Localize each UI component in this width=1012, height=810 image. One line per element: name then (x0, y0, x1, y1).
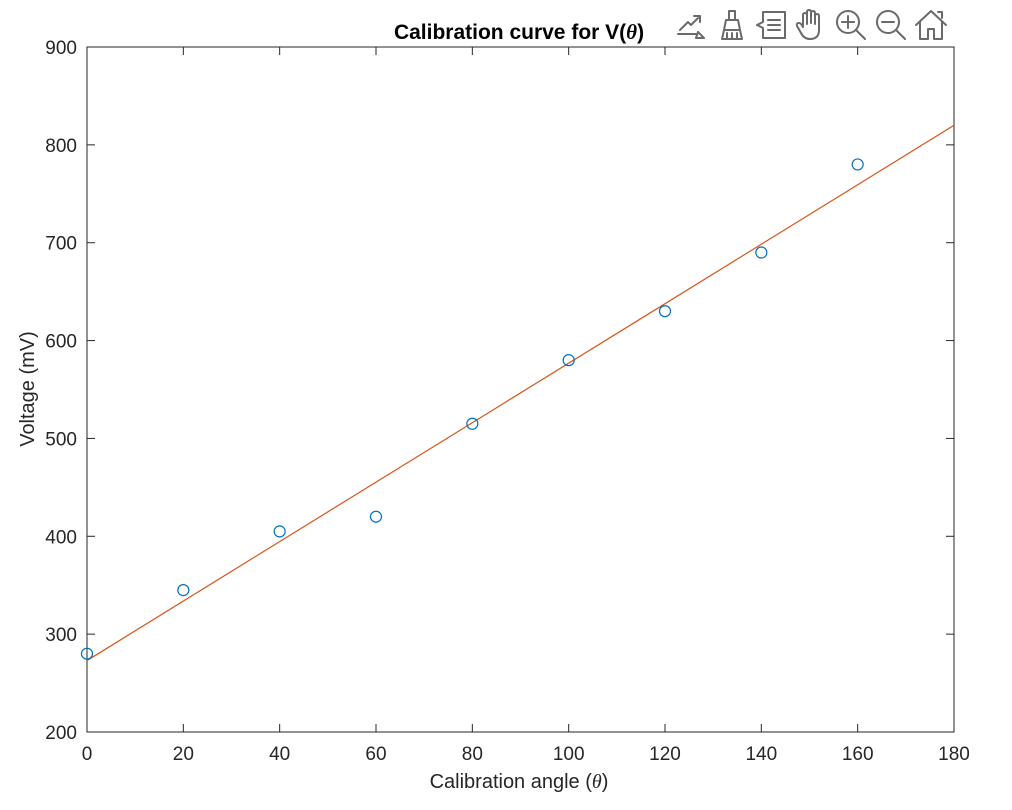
chart-title: Calibration curve for V(θ) (394, 20, 644, 44)
x-axis: 0 20 40 60 80 100 120 140 160 180 (82, 47, 970, 765)
brush-button[interactable] (712, 6, 750, 44)
y-axis: 200 300 400 500 600 700 800 900 (45, 38, 954, 744)
y-tick-label: 400 (45, 527, 77, 548)
x-tick-label: 180 (938, 744, 970, 765)
x-tick-label: 0 (82, 744, 93, 765)
pan-icon (795, 9, 820, 40)
x-tick-label: 80 (462, 744, 483, 765)
y-tick-label: 200 (45, 723, 77, 744)
plot-area (86, 46, 955, 733)
y-tick-label: 300 (45, 625, 77, 646)
data-point (851, 158, 864, 171)
brush-icon (721, 10, 743, 40)
x-tick-label: 100 (553, 744, 585, 765)
data-point (80, 647, 94, 660)
x-tick-label: 160 (842, 744, 874, 765)
y-tick-label: 600 (45, 332, 77, 353)
home-icon (915, 10, 947, 40)
y-tick-label: 800 (45, 136, 77, 157)
datatip-icon (756, 11, 786, 39)
fit-line (86, 124, 955, 662)
data-point (369, 510, 383, 523)
x-tick-label: 140 (745, 744, 777, 765)
data-point (562, 354, 575, 367)
data-point (755, 246, 768, 259)
y-tick-label: 500 (45, 429, 77, 450)
x-tick-label: 40 (269, 744, 290, 765)
data-point (273, 525, 286, 538)
home-button[interactable] (912, 6, 950, 44)
axes-toolbar (672, 6, 950, 46)
zoom-in-button[interactable] (832, 6, 870, 44)
zoom-out-button[interactable] (872, 6, 910, 44)
pan-button[interactable] (792, 6, 830, 44)
export-button[interactable] (672, 6, 710, 44)
export-icon (677, 15, 705, 39)
x-axis-label: Calibration angle (θ) (430, 771, 609, 793)
data-point (658, 305, 672, 318)
y-tick-label: 900 (45, 38, 77, 59)
data-point (177, 584, 190, 597)
datatip-button[interactable] (752, 6, 790, 44)
y-tick-label: 700 (45, 234, 77, 255)
series-layer (80, 124, 955, 662)
x-tick-label: 60 (365, 744, 386, 765)
data-point (466, 417, 479, 430)
y-axis-label: Voltage (mV) (17, 331, 39, 447)
x-tick-label: 120 (649, 744, 681, 765)
x-tick-label: 20 (173, 744, 194, 765)
zoom-out-icon (876, 10, 906, 40)
zoom-in-icon (836, 10, 866, 40)
